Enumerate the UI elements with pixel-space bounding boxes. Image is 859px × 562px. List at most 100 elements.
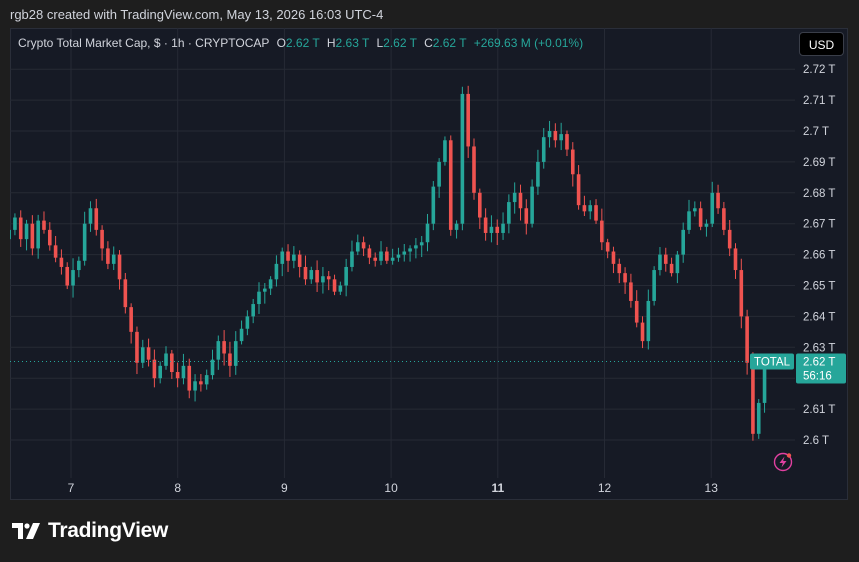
price-tag-countdown: 56:16 (803, 371, 832, 383)
candle-body (257, 291, 261, 305)
candle-body (361, 242, 366, 249)
candle-body (47, 229, 52, 246)
candle (710, 181, 715, 228)
y-tick-label: 2.64 T (803, 311, 835, 323)
candle (100, 225, 104, 261)
currency-button[interactable]: USD (799, 32, 844, 56)
candle-body (669, 263, 674, 274)
y-tick-label: 2.69 T (803, 157, 835, 169)
candle-body (739, 270, 744, 317)
candle-body (414, 245, 418, 249)
candle (495, 219, 500, 246)
candle (10, 229, 11, 240)
y-tick-label: 2.72 T (803, 64, 835, 76)
candle (675, 250, 680, 284)
lightning-bolt-icon[interactable] (772, 451, 794, 473)
candle-body (297, 254, 302, 267)
candle-body (170, 353, 174, 373)
candle (65, 262, 70, 290)
candle (245, 310, 250, 336)
candle-body (373, 257, 378, 261)
candle (472, 138, 476, 200)
candle-body (594, 205, 598, 221)
candle-body (350, 251, 354, 267)
candle (228, 341, 232, 377)
candle-body (605, 242, 610, 252)
candle (187, 358, 192, 399)
candle (30, 215, 35, 256)
chart-panel[interactable] (10, 28, 848, 500)
time-axis: 7 8 9 10 11 12 13 (68, 481, 719, 495)
candle-body (553, 131, 558, 141)
candle (512, 182, 517, 214)
candle-body (722, 208, 726, 230)
candle-body (489, 226, 494, 233)
x-tick-label: 9 (281, 481, 288, 495)
candle (53, 236, 58, 263)
candle (478, 188, 482, 229)
candle (140, 339, 145, 369)
candles (10, 85, 767, 441)
candle-body (233, 341, 238, 366)
series-label-text: TOTAL (754, 357, 791, 369)
tradingview-brand: TradingView (12, 519, 168, 543)
candle (634, 290, 639, 328)
candle (681, 222, 685, 263)
candle (367, 244, 372, 265)
candle (88, 201, 93, 232)
candle (326, 271, 331, 291)
candle (431, 181, 436, 231)
candle-body (437, 161, 441, 187)
candle (77, 256, 81, 278)
candle (704, 219, 709, 237)
candle-body (245, 316, 250, 329)
symbol-title: Crypto Total Market Cap, $ · 1h · CRYPTO… (18, 36, 270, 50)
candle (117, 250, 122, 290)
candle (623, 267, 627, 294)
candle (350, 240, 354, 272)
candle-body (158, 365, 163, 379)
x-tick-label: 10 (384, 481, 398, 495)
candle-body (501, 223, 505, 233)
candle (565, 130, 569, 157)
candle-body (646, 300, 651, 342)
candle-body (94, 208, 99, 230)
low-label: L (376, 36, 384, 50)
candle (42, 211, 46, 234)
price-tag: TOTAL 2.62 T 56:16 (750, 353, 846, 384)
candle-body (71, 270, 75, 286)
candle (216, 335, 221, 370)
candlestick-chart[interactable]: 2.6 T 2.61 T 2.62 T 2.63 T 2.64 T 2.65 T 2.66 … (10, 28, 848, 500)
candle (204, 369, 209, 390)
candle (582, 195, 587, 216)
candle (286, 244, 290, 272)
candle (24, 219, 29, 251)
candle-body (466, 93, 470, 147)
candle-body (140, 347, 145, 363)
candle (547, 120, 552, 148)
candle (466, 85, 470, 158)
candle-body (344, 266, 348, 286)
candle (489, 215, 494, 243)
candle (727, 220, 732, 257)
candle (297, 250, 302, 278)
candle-body (576, 174, 581, 206)
candle (733, 243, 738, 279)
candle (239, 320, 244, 345)
candle (605, 238, 610, 259)
candle (129, 303, 133, 344)
y-tick-label: 2.67 T (803, 219, 835, 231)
candle (94, 198, 99, 236)
candle-body (663, 254, 668, 264)
candle-body (733, 248, 738, 271)
attribution-text: rgb28 created with TradingView.com, May … (10, 7, 384, 22)
candle-body (303, 266, 308, 280)
y-tick-label: 2.61 T (803, 404, 835, 416)
candle-body (408, 248, 412, 252)
candle-body (541, 137, 546, 162)
candle-body (448, 140, 453, 230)
candle (181, 353, 186, 385)
candle-body (274, 263, 279, 280)
candle (722, 201, 726, 236)
candle-body (681, 229, 685, 255)
